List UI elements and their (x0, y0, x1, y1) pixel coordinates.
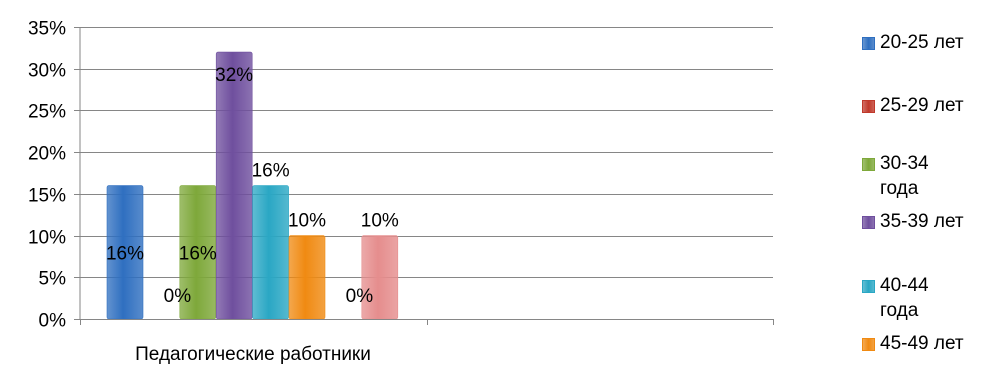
legend-swatch (862, 280, 875, 293)
y-tick-label: 20% (28, 144, 66, 165)
y-tick-label: 15% (28, 186, 66, 207)
legend-swatch (862, 338, 875, 351)
legend-item: 30-34 года (862, 151, 994, 201)
legend-item: 35-39 лет (862, 209, 994, 234)
data-label: 32% (215, 65, 253, 86)
x-axis: Педагогические работники (80, 319, 774, 365)
data-label: 0% (164, 286, 192, 307)
x-category-label: Педагогические работники (135, 344, 371, 365)
y-tick-label: 0% (39, 311, 67, 332)
data-label: 0% (346, 286, 374, 307)
legend-label: 20-25 лет (880, 32, 964, 53)
legend-item: 40-44 года (862, 273, 994, 323)
data-label: 16% (106, 243, 144, 264)
y-tick-label: 10% (28, 228, 66, 249)
data-label: 16% (252, 161, 290, 182)
bar-5 (288, 235, 326, 320)
y-tick-label: 35% (28, 19, 66, 40)
legend-label: 40-44 года (880, 275, 929, 321)
data-labels-group: 16% 0% 16% 32% 16% 10% 0% 10% (106, 65, 399, 307)
legend-swatch (862, 216, 875, 229)
data-label: 10% (361, 211, 399, 232)
legend-swatch (862, 158, 875, 171)
legend-item: 45-49 лет (862, 331, 994, 356)
bars-group (106, 51, 399, 320)
legend-item: 20-25 лет (862, 30, 994, 55)
y-tick-label: 30% (28, 61, 66, 82)
y-axis: 0% 5% 10% 15% 20% 25% 30% 35% (28, 19, 81, 332)
y-tick-label: 5% (39, 269, 67, 290)
legend-label: 30-34 года (880, 153, 929, 199)
legend-label: 25-29 лет (880, 95, 964, 116)
legend-item: 25-29 лет (862, 93, 994, 118)
legend-label: 35-39 лет (880, 211, 964, 232)
legend-swatch (862, 100, 875, 113)
data-label: 10% (288, 211, 326, 232)
legend-label: 45-49 лет (880, 333, 964, 354)
data-label: 16% (179, 243, 217, 264)
y-tick-label: 25% (28, 102, 66, 123)
bar-4 (252, 185, 289, 320)
bar-3 (215, 51, 253, 320)
legend-swatch (862, 37, 875, 50)
